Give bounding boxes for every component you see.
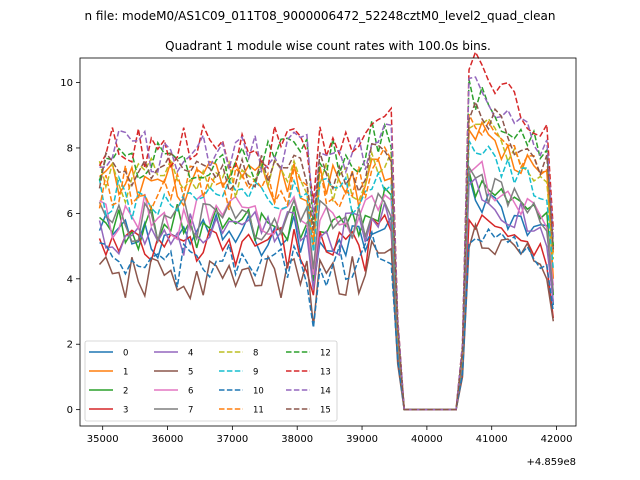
x-tick-label: 35000 <box>87 434 119 445</box>
y-tick-label: 4 <box>67 274 73 285</box>
legend-label-13: 13 <box>320 368 331 378</box>
y-tick-label: 10 <box>60 78 73 89</box>
x-tick-label: 36000 <box>152 434 184 445</box>
legend-label-5: 5 <box>188 368 193 378</box>
series-line-5 <box>98 221 555 411</box>
chart-suptitle: n file: modeM0/AS1C09_011T08_9000006472_… <box>85 9 556 23</box>
series-line-10 <box>99 227 555 411</box>
series-line-9 <box>98 137 555 411</box>
x-tick-label: 42000 <box>541 434 573 445</box>
legend-label-0: 0 <box>123 349 128 359</box>
series-line-1 <box>99 120 555 411</box>
y-tick-label: 0 <box>67 405 73 416</box>
legend-label-3: 3 <box>123 406 128 416</box>
series-line-13 <box>98 50 555 411</box>
chart-title: Quadrant 1 module wise count rates with … <box>165 39 491 53</box>
y-tick-label: 2 <box>67 340 73 351</box>
y-tick-label: 8 <box>67 143 73 154</box>
legend-label-11: 11 <box>253 406 264 416</box>
legend-label-7: 7 <box>188 406 193 416</box>
legend-box <box>84 340 338 422</box>
series-line-11 <box>98 113 555 411</box>
series-line-8 <box>98 117 555 411</box>
x-tick-label: 40000 <box>411 434 443 445</box>
series-line-15 <box>98 99 555 411</box>
legend-label-10: 10 <box>253 387 264 397</box>
legend-label-12: 12 <box>320 349 331 359</box>
legend-label-4: 4 <box>188 349 193 359</box>
x-tick-label: 37000 <box>216 434 248 445</box>
x-tick-label: 41000 <box>476 434 508 445</box>
x-tick-label: 39000 <box>346 434 378 445</box>
legend-label-8: 8 <box>253 349 258 359</box>
x-tick-label: 38000 <box>281 434 313 445</box>
plot-area-frame <box>79 57 577 427</box>
series-line-7 <box>98 164 555 411</box>
series-layer <box>98 50 555 411</box>
y-tick-label: 6 <box>67 209 73 220</box>
legend-label-1: 1 <box>123 368 128 378</box>
x-axis-offset-label: +4.859e8 <box>526 457 576 468</box>
legend-label-9: 9 <box>253 368 258 378</box>
series-line-14 <box>99 76 555 411</box>
legend-label-15: 15 <box>320 406 331 416</box>
legend-label-2: 2 <box>123 387 128 397</box>
legend-label-6: 6 <box>188 387 193 397</box>
y-axis: 0 2 4 6 8 10 <box>60 78 80 416</box>
x-axis: 35000 36000 37000 38000 39000 40000 41000 42000 <box>87 426 573 445</box>
legend-label-14: 14 <box>320 387 331 397</box>
